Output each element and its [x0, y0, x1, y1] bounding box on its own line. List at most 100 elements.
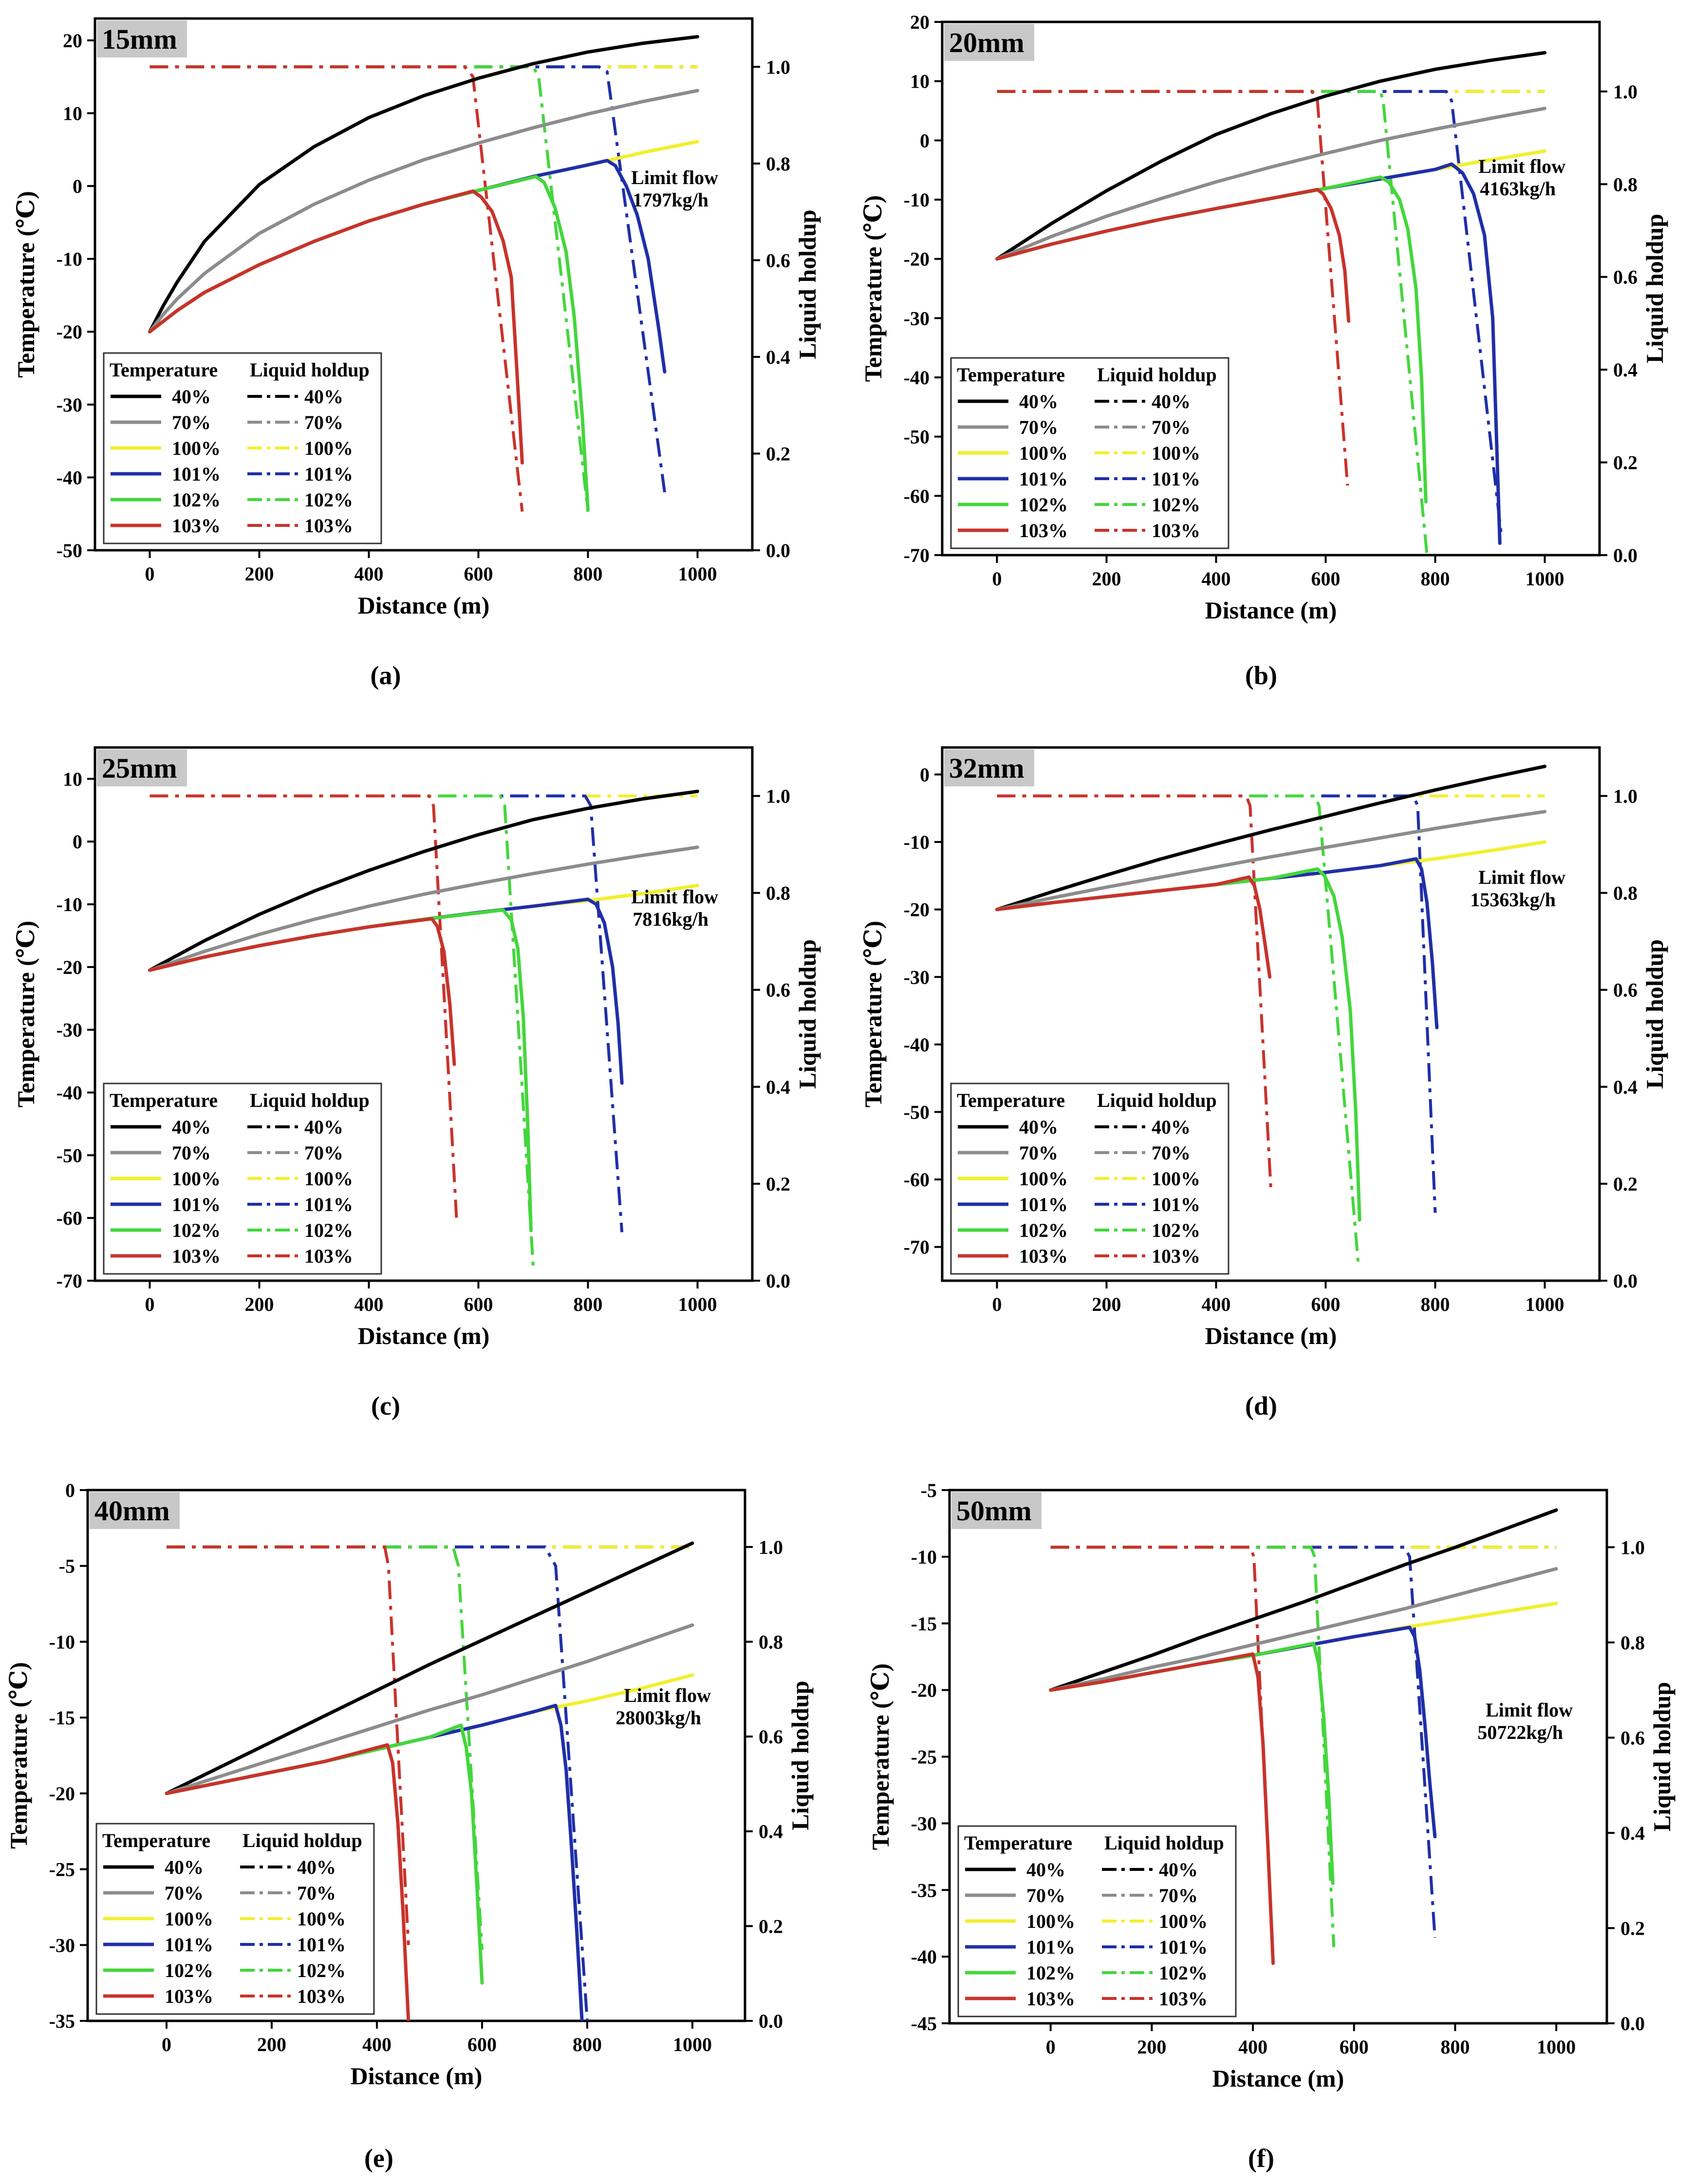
legend-holdup-label: 102%: [1152, 1219, 1200, 1241]
legend-holdup-label: 70%: [1159, 1885, 1198, 1906]
legend-holdup-label: 102%: [304, 1219, 353, 1241]
y2-tick-label: 0.0: [1613, 544, 1638, 566]
legend-holdup-label: 40%: [304, 386, 343, 408]
temperature-line-103pct: [148, 917, 456, 1066]
y2-tick-label: 0.8: [1613, 173, 1638, 195]
y-tick-label: -20: [49, 1783, 75, 1805]
y-tick-label: 20: [63, 30, 82, 52]
legend-temperature-label: 102%: [1019, 1219, 1068, 1241]
limit-flow-label: Limit flow: [631, 886, 718, 908]
y-tick-label: -60: [904, 485, 930, 507]
x-tick-label: 400: [354, 563, 384, 585]
legend-temperature-label: 40%: [1019, 391, 1058, 412]
x-axis-label: Distance (m): [358, 592, 490, 619]
y-tick-label: -10: [904, 189, 930, 211]
legend-temperature-label: 40%: [172, 386, 211, 408]
y-axis-label: Temperature (℃): [5, 1662, 32, 1848]
legend-header-holdup: Liquid holdup: [1097, 1089, 1217, 1111]
legend-temperature-label: 102%: [1026, 1962, 1075, 1984]
legend-holdup-label: 103%: [304, 1245, 353, 1267]
temperature-line-70pct: [148, 845, 699, 972]
legend-header-temperature: Temperature: [957, 1089, 1065, 1111]
y-tick-label: -5: [921, 1479, 937, 1501]
temperature-line-103pct: [165, 1743, 410, 2021]
y-tick-label: -20: [904, 899, 930, 921]
temperature-line-40pct: [148, 35, 699, 334]
x-tick-label: 0: [1046, 2036, 1056, 2058]
y2-tick-label: 0.4: [766, 346, 790, 368]
y-axis-label: Temperature (℃): [859, 921, 887, 1107]
y2-tick-label: 0.2: [766, 443, 790, 465]
y2-tick-label: 1.0: [1620, 1536, 1645, 1558]
legend-holdup-label: 101%: [1159, 1936, 1208, 1958]
y-tick-label: -10: [56, 248, 82, 270]
y2-axis-label: Liquid holdup: [1641, 214, 1668, 363]
y-tick-label: -50: [904, 1101, 930, 1123]
x-tick-label: 600: [464, 1293, 493, 1315]
chart-panel-4: 0 200 400 600 800 1000 -35 -30 -25 -20 -15 -10 -5 0 0.…: [5, 1479, 814, 2173]
x-tick-label: 400: [362, 2034, 391, 2055]
series-group: [995, 51, 1546, 555]
temperature-line-101pct: [1049, 1625, 1437, 1839]
x-axis-label: Distance (m): [1205, 1322, 1337, 1349]
legend-temperature-label: 101%: [1019, 468, 1068, 490]
temperature-line-70pct: [995, 810, 1546, 912]
legend-temperature-label: 100%: [1019, 1168, 1068, 1190]
x-tick-label: 0: [992, 568, 1002, 590]
y-axis-label: Temperature (℃): [12, 921, 39, 1107]
y2-tick-label: 0.6: [1613, 979, 1638, 1001]
temperature-line-40pct: [995, 51, 1546, 261]
temperature-line-101pct: [148, 159, 667, 374]
x-tick-label: 600: [1311, 1293, 1340, 1315]
panel-title: 15mm: [102, 23, 177, 55]
holdup-line-101pct: [1050, 1546, 1436, 1938]
legend-holdup-label: 102%: [304, 489, 353, 511]
holdup-line-103pct: [997, 90, 1349, 486]
y-tick-label: -60: [904, 1169, 930, 1191]
legend-temperature-label: 70%: [172, 1142, 211, 1164]
plot-frame: [93, 746, 754, 1282]
y2-tick-label: 0.4: [1613, 1076, 1638, 1098]
legend-header-temperature: Temperature: [110, 359, 218, 381]
holdup-line-103pct: [149, 794, 458, 1218]
x-tick-label: 600: [1311, 568, 1340, 590]
x-tick-label: 800: [574, 563, 603, 585]
y-axis-label: Temperature (℃): [867, 1663, 894, 1850]
y2-tick-label: 0.8: [1620, 1632, 1645, 1654]
legend-temperature-label: 103%: [1026, 1988, 1075, 2010]
temperature-line-40pct: [165, 1541, 694, 1795]
legend-holdup-label: 103%: [1152, 1245, 1200, 1267]
y-tick-label: 10: [63, 102, 82, 124]
x-axis-label: Distance (m): [1212, 2065, 1344, 2092]
legend-holdup-label: 40%: [297, 1856, 336, 1878]
legend-holdup-label: 100%: [1159, 1910, 1208, 1932]
y-tick-label: -20: [904, 248, 930, 270]
y2-tick-label: 0.8: [766, 882, 790, 904]
y2-axis-label: Liquid holdup: [794, 939, 821, 1089]
y-tick-label: -10: [49, 1631, 75, 1653]
y-tick-label: -35: [49, 2010, 75, 2032]
panel-title-box: [97, 749, 187, 786]
legend-holdup-label: 101%: [304, 463, 353, 485]
temperature-line-101pct: [148, 897, 624, 1085]
legend-temperature-label: 101%: [1026, 1936, 1075, 1958]
legend-temperature-label: 101%: [165, 1934, 213, 1956]
panel-label: (f): [1248, 2144, 1274, 2173]
x-tick-label: 800: [1421, 1293, 1450, 1315]
x-tick-label: 800: [1421, 568, 1450, 590]
y-tick-label: 0: [920, 764, 930, 785]
panel-title-box: [944, 24, 1034, 61]
chart-panel-3: 0 200 400 600 800 1000 -70 -60 -50 -40 -30 -20 -10 0 0…: [859, 746, 1668, 1420]
y2-tick-label: 0.0: [1620, 2013, 1645, 2035]
y-tick-label: -10: [904, 831, 930, 853]
x-tick-label: 200: [257, 2034, 286, 2055]
legend-temperature-label: 102%: [165, 1960, 213, 1981]
panel-title-box: [97, 20, 187, 57]
legend-holdup-label: 70%: [304, 1142, 343, 1164]
y-tick-label: -30: [904, 307, 930, 329]
y-tick-label: -30: [911, 1812, 937, 1834]
limit-flow-value: 4163kg/h: [1480, 178, 1556, 200]
legend-holdup-label: 103%: [1152, 520, 1200, 541]
legend-temperature-label: 70%: [165, 1882, 204, 1904]
